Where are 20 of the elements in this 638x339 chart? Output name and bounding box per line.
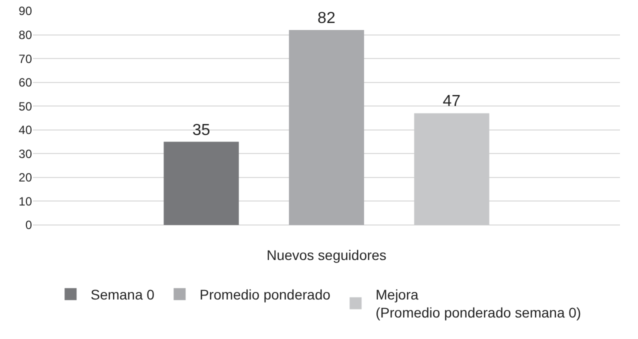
data-label: 35 — [192, 122, 210, 139]
bar — [164, 142, 239, 225]
y-tick-label: 0 — [25, 218, 32, 232]
bar — [414, 113, 490, 225]
y-tick-label: 70 — [18, 52, 32, 66]
x-tick-label: Nuevos seguidores — [266, 247, 386, 263]
y-tick-label: 20 — [18, 170, 32, 185]
y-tick-label: 50 — [18, 99, 32, 114]
legend-label: Semana 0 — [90, 286, 155, 303]
data-label: 47 — [442, 93, 461, 110]
legend-label: Promedio ponderado — [200, 286, 331, 303]
y-tick-label: 80 — [18, 28, 32, 42]
y-tick-label: 30 — [18, 146, 32, 161]
legend-label: Mejora (Promedio ponderado semana 0) — [376, 286, 582, 321]
y-tick-label: 60 — [18, 76, 32, 90]
y-tick-label: 10 — [18, 194, 32, 208]
data-label: 82 — [318, 10, 336, 28]
bar — [288, 30, 364, 225]
y-tick-label: 90 — [18, 4, 32, 18]
y-tick-label: 40 — [18, 123, 32, 138]
